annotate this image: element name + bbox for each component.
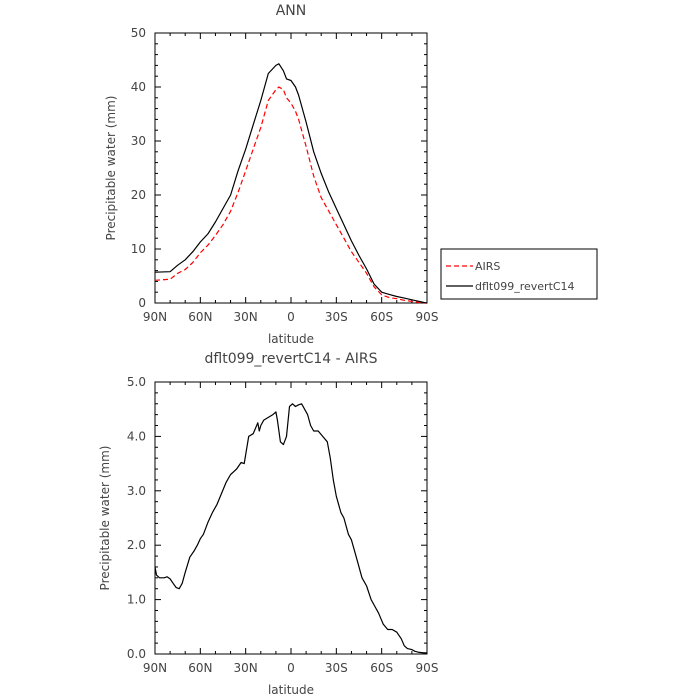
x-tick-label: 60N: [188, 310, 212, 324]
data-lines: [154, 63, 428, 304]
chart-title: ANN: [276, 3, 307, 19]
series-line-0: [154, 403, 427, 654]
x-tick-label: 90N: [143, 310, 167, 324]
y-tick-label: 20: [131, 188, 146, 202]
legend-label-model: dflt099_revertC14: [475, 280, 575, 293]
y-tick-label: 2.0: [127, 538, 146, 552]
panel-difference: dflt099_revertC14 - AIRS 90N 60N 30N 0 30S 60…: [98, 351, 438, 697]
x-tick-label: 90N: [143, 661, 167, 675]
plot-frame: [154, 32, 428, 304]
x-tick-label: 60N: [188, 661, 212, 675]
y-ticks: 0.0 1.0 2.0 3.0 4.0 5.0: [127, 375, 427, 661]
y-tick-label: 4.0: [127, 429, 146, 443]
x-tick-label: 60S: [370, 310, 393, 324]
x-tick-label: 30S: [325, 661, 348, 675]
plot-frame: [154, 381, 428, 655]
series-line-dflt099-revertc14: [154, 63, 428, 304]
x-ticks: 90N 60N 30N 0 30S 60S 90S: [143, 382, 439, 675]
y-tick-label: 50: [131, 26, 146, 40]
y-axis-label: Precipitable water (mm): [104, 96, 118, 241]
series-line-airs: [154, 86, 427, 304]
y-tick-label: 0.0: [127, 647, 146, 661]
y-tick-label: 3.0: [127, 484, 146, 498]
x-axis-label: latitude: [268, 683, 314, 697]
x-axis-label: latitude: [268, 332, 314, 346]
chart-title: dflt099_revertC14 - AIRS: [205, 351, 378, 367]
panel-annual-mean: ANN 90N 60N 30N 0 30S 60S 90S 0 10 20 30 40 50 lati…: [104, 3, 598, 346]
x-tick-label: 90S: [416, 661, 439, 675]
x-tick-label: 60S: [370, 661, 393, 675]
data-lines: [154, 403, 427, 654]
legend-label-airs: AIRS: [475, 260, 500, 273]
y-tick-label: 0: [138, 296, 146, 310]
x-tick-label: 90S: [416, 310, 439, 324]
y-tick-label: 1.0: [127, 593, 146, 607]
legend-box: [440, 248, 598, 300]
x-tick-label: 30N: [234, 310, 258, 324]
x-tick-label: 30N: [234, 661, 258, 675]
x-tick-label: 0: [287, 661, 295, 675]
y-axis-label: Precipitable water (mm): [98, 446, 112, 591]
y-tick-label: 30: [131, 134, 146, 148]
y-tick-label: 40: [131, 80, 146, 94]
y-tick-label: 5.0: [127, 375, 146, 389]
x-tick-label: 0: [287, 310, 295, 324]
x-tick-label: 30S: [325, 310, 348, 324]
x-ticks: 90N 60N 30N 0 30S 60S 90S: [143, 33, 439, 324]
legend: AIRS dflt099_revertC14: [440, 248, 598, 300]
y-ticks: 0 10 20 30 40 50: [131, 26, 427, 310]
y-tick-label: 10: [131, 242, 146, 256]
